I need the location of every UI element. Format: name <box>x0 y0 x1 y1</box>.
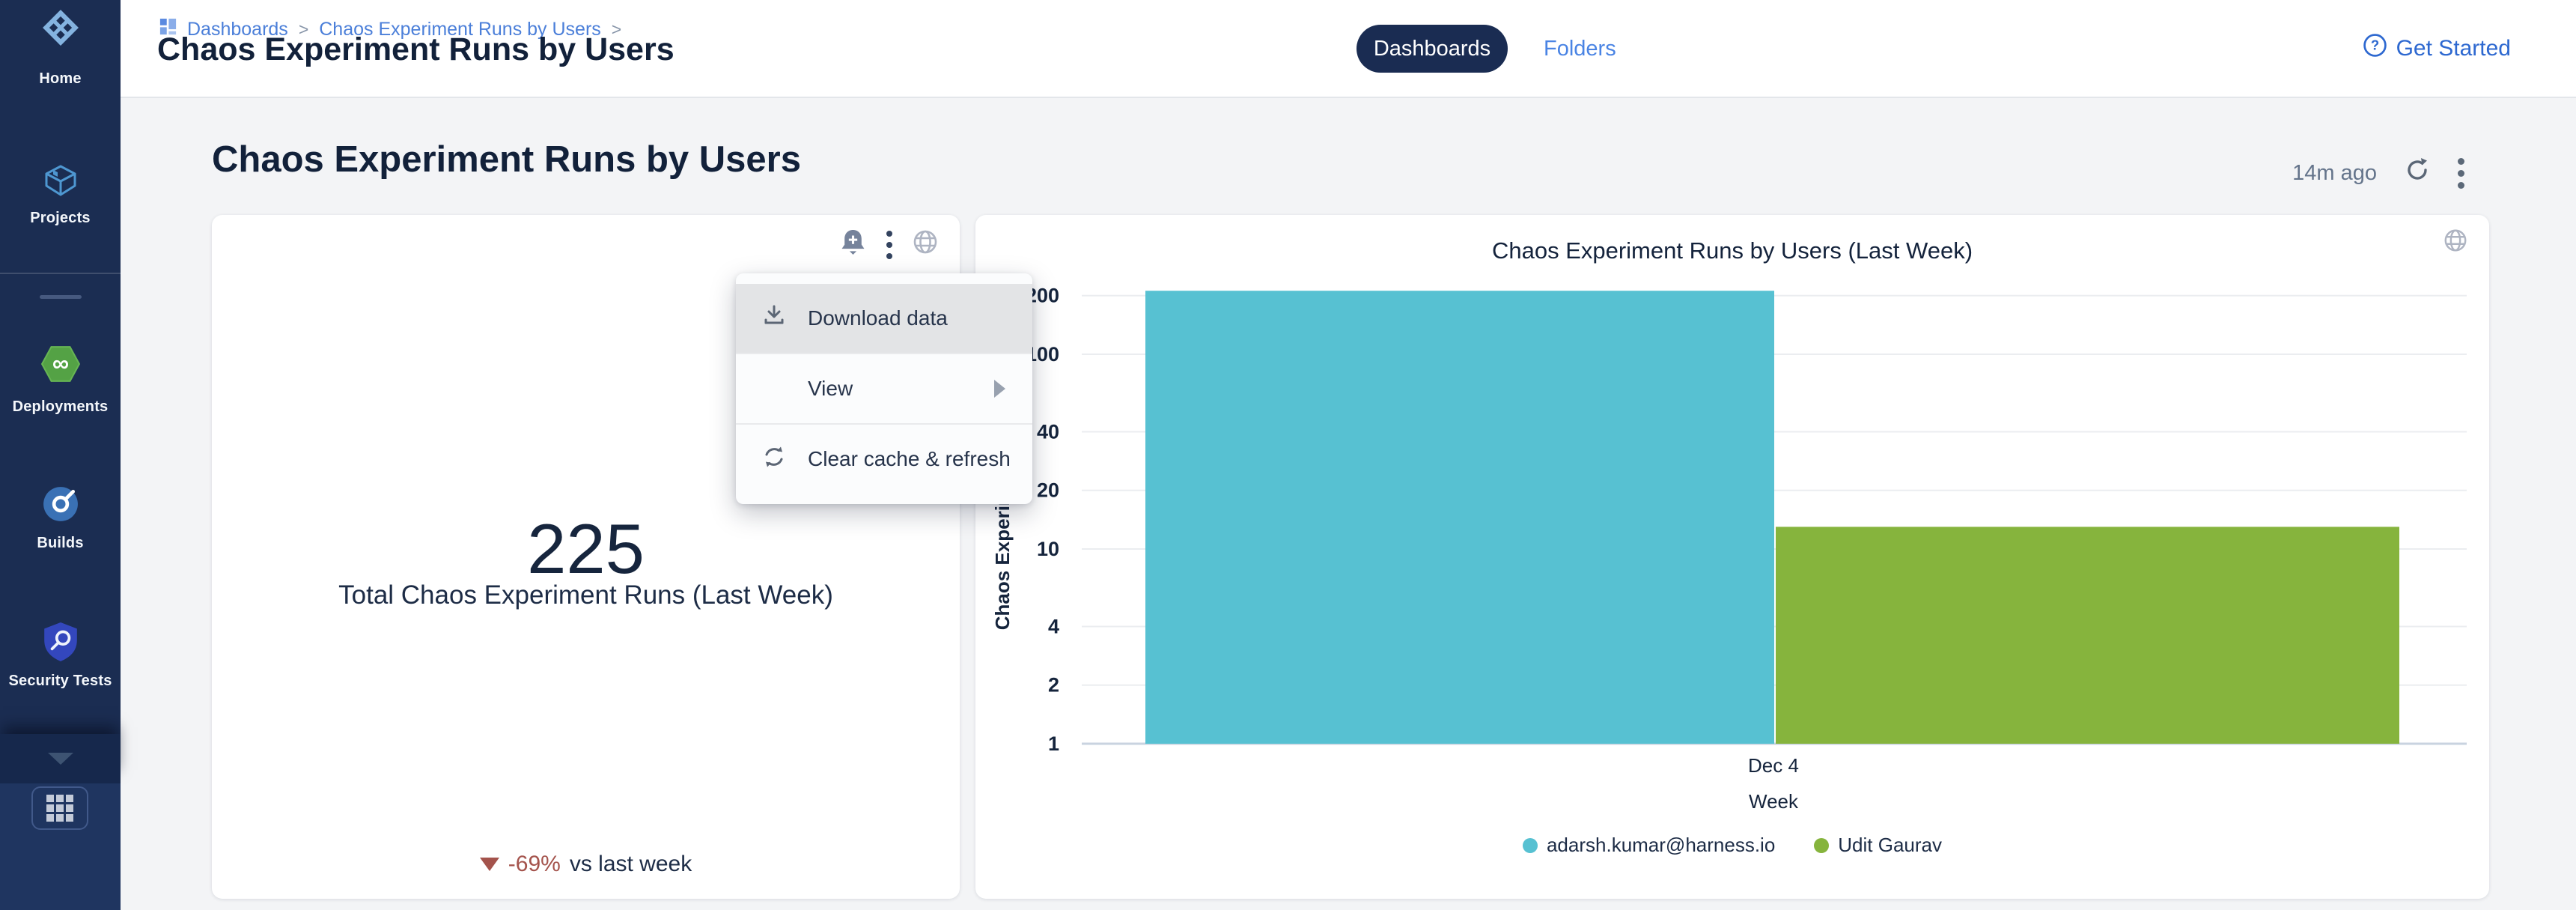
svg-text:40: 40 <box>1037 420 1059 443</box>
download-icon <box>761 303 787 334</box>
dashboard-title: Chaos Experiment Runs by Users <box>212 139 801 180</box>
module-picker-button[interactable] <box>31 786 88 830</box>
ci-circle-icon[interactable] <box>42 485 79 527</box>
svg-text:4: 4 <box>1048 615 1059 637</box>
stat-value: 225 <box>527 509 645 588</box>
chart-legend: adarsh.kumar@harness.io Udit Gaurav <box>975 834 2489 857</box>
view-tabs: Dashboards Folders <box>1356 25 1616 73</box>
sidebar-bottom <box>0 783 121 910</box>
svg-text:1: 1 <box>1048 732 1059 755</box>
sidebar-collapse-section[interactable] <box>0 734 121 783</box>
svg-text:20: 20 <box>1037 479 1059 502</box>
menu-item-label: Clear cache & refresh <box>808 447 1011 470</box>
tile-hover-actions <box>839 228 939 260</box>
sidebar-item-projects[interactable]: Projects <box>30 210 91 226</box>
bell-plus-icon[interactable] <box>839 228 867 260</box>
cube-icon[interactable] <box>43 165 79 201</box>
legend-label: Udit Gaurav <box>1838 834 1943 856</box>
legend-label: adarsh.kumar@harness.io <box>1546 834 1776 856</box>
globe-icon[interactable] <box>2443 228 2468 257</box>
sidebar-divider <box>0 273 121 274</box>
delta-suffix: vs last week <box>569 852 692 876</box>
grid-9-dots-icon <box>46 795 73 822</box>
sidebar-item-builds[interactable]: Builds <box>37 535 84 551</box>
menu-item-label: Download data <box>808 306 948 330</box>
tab-folders[interactable]: Folders <box>1544 36 1616 61</box>
dashboard-meta: 14m ago <box>2292 157 2464 189</box>
legend-dot-icon <box>1522 837 1538 853</box>
sidebar-drag-handle[interactable] <box>39 295 82 299</box>
harness-logo-icon[interactable] <box>42 9 79 50</box>
menu-separator <box>736 353 1032 354</box>
svg-text:10: 10 <box>1037 538 1059 560</box>
refresh-icon[interactable] <box>2404 157 2431 189</box>
chart-title: Chaos Experiment Runs by Users (Last Wee… <box>1491 237 1973 264</box>
breadcrumb-separator: > <box>611 19 622 39</box>
cd-infinity-icon[interactable]: ∞ <box>40 346 81 386</box>
get-started-link[interactable]: ? Get Started <box>2363 33 2511 64</box>
chevron-down-icon <box>47 753 73 765</box>
bar-chart-tile: Chaos Experiment Runs by Users (Last Wee… <box>975 215 2489 899</box>
delta-value: -69% <box>508 852 561 876</box>
svg-text:?: ? <box>2370 37 2378 53</box>
globe-icon[interactable] <box>912 228 939 259</box>
legend-item[interactable]: adarsh.kumar@harness.io <box>1522 834 1776 857</box>
breadcrumb-separator: > <box>298 19 309 39</box>
menu-separator <box>736 423 1032 425</box>
sidebar-item-home[interactable]: Home <box>39 70 82 87</box>
dashboard-content: Chaos Experiment Runs by Users 14m ago <box>121 98 2576 910</box>
svg-text:Week: Week <box>1749 790 1799 813</box>
tab-dashboards[interactable]: Dashboards <box>1356 25 1508 73</box>
triangle-down-icon <box>479 858 499 871</box>
tile-kebab-icon[interactable] <box>886 231 892 259</box>
breadcrumb-link-dashboards[interactable]: Dashboards <box>187 18 288 40</box>
topbar: Dashboards > Chaos Experiment Runs by Us… <box>121 0 2576 98</box>
page-title: Chaos Experiment Runs by Users <box>157 31 675 67</box>
dashboard-actions-kebab-icon[interactable] <box>2458 157 2464 189</box>
legend-item[interactable]: Udit Gaurav <box>1814 834 1942 857</box>
menu-item-download-data[interactable]: Download data <box>736 284 1032 353</box>
breadcrumb: Dashboards > Chaos Experiment Runs by Us… <box>159 18 621 40</box>
svg-text:∞: ∞ <box>52 350 68 376</box>
submenu-arrow-icon <box>994 380 1005 398</box>
stat-delta-row: -69% vs last week <box>212 852 960 877</box>
get-started-label: Get Started <box>2396 35 2511 61</box>
sidebar: Home Projects ∞ Deployments Builds Secu <box>0 0 121 910</box>
sidebar-item-deployments[interactable]: Deployments <box>12 398 109 415</box>
last-refreshed-label: 14m ago <box>2292 160 2377 185</box>
cycle-refresh-icon <box>761 444 787 475</box>
svg-text:Dec 4: Dec 4 <box>1748 754 1799 777</box>
svg-text:2: 2 <box>1048 674 1059 697</box>
menu-item-label: View <box>808 377 853 400</box>
menu-item-view[interactable]: View <box>736 354 1032 423</box>
shield-magnifier-icon[interactable] <box>42 622 79 666</box>
help-circle-icon: ? <box>2363 33 2387 64</box>
menu-item-clear-cache-refresh[interactable]: Clear cache & refresh <box>736 425 1032 494</box>
breadcrumb-link-current[interactable]: Chaos Experiment Runs by Users <box>319 18 601 40</box>
dashboards-grid-icon <box>159 18 177 40</box>
sidebar-item-security-tests[interactable]: Security Tests <box>8 673 112 689</box>
stat-label: Total Chaos Experiment Runs (Last Week) <box>338 580 833 610</box>
tile-context-menu: Download data View Clear cache & refresh <box>736 273 1032 504</box>
legend-dot-icon <box>1814 837 1830 853</box>
